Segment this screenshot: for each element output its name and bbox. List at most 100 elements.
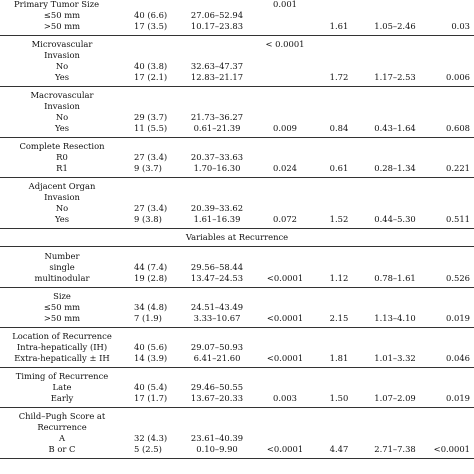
hazard-ratio-ci: 2.71–7.38 bbox=[374, 444, 416, 454]
group-label-row: Child–Pugh Score at bbox=[0, 411, 474, 422]
table-row: single 44 (7.4) 29.56–58.44 bbox=[0, 262, 474, 273]
table-row: Yes 11 (5.5) 0.61–21.39 0.009 0.84 0.43–1.64 0… bbox=[0, 123, 474, 134]
hazard-ratio: 4.47 bbox=[329, 444, 349, 454]
group-label-row: Size bbox=[0, 291, 474, 302]
category-label: Intra-hepatically (IH) bbox=[16, 342, 108, 352]
table-row: Intra-hepatically (IH) 40 (5.6) 29.07–50.9… bbox=[0, 342, 474, 353]
category-label: Yes bbox=[54, 214, 70, 224]
category-label: No bbox=[55, 112, 69, 122]
cox-p-value: 0.019 bbox=[446, 393, 470, 403]
row-divider bbox=[0, 367, 474, 368]
table-row: multinodular 19 (2.8) 13.47–24.53 <0.0001 1.… bbox=[0, 273, 474, 284]
group-label: Timing of Recurrence bbox=[15, 371, 109, 381]
table-row: >50 mm 17 (3.5) 10.17–23.83 1.61 1.05–2.46 0.… bbox=[0, 21, 474, 32]
group-label: Number bbox=[44, 251, 80, 261]
group-p-value: 0.001 bbox=[273, 0, 297, 9]
group-label-row: Primary Tumor Size 0.001 bbox=[0, 0, 474, 10]
table-row: Late 40 (5.4) 29.46–50.55 bbox=[0, 382, 474, 393]
category-label: Yes bbox=[54, 123, 70, 133]
group-label-row: Invasion bbox=[0, 50, 474, 61]
log-rank-p-value: <0.0001 bbox=[266, 353, 304, 363]
category-label: R1 bbox=[56, 163, 68, 173]
log-rank-p-value: 0.009 bbox=[273, 123, 297, 133]
group-label: Microvascular bbox=[31, 39, 93, 49]
events-count: 44 (7.4) bbox=[134, 262, 168, 272]
events-count: 17 (1.7) bbox=[134, 393, 168, 403]
hazard-ratio-ci: 1.01–3.32 bbox=[374, 353, 416, 363]
hazard-ratio-ci: 1.13–4.10 bbox=[374, 313, 416, 323]
group-label-row: Invasion bbox=[0, 192, 474, 203]
confidence-interval: 29.07–50.93 bbox=[190, 342, 244, 352]
hazard-ratio-ci: 1.17–2.53 bbox=[374, 72, 416, 82]
table-row: Yes 9 (3.8) 1.61–16.39 0.072 1.52 0.44–5.30 0.… bbox=[0, 214, 474, 225]
events-count: 34 (4.8) bbox=[134, 302, 168, 312]
category-label: single bbox=[49, 262, 75, 272]
cox-p-value: 0.526 bbox=[446, 273, 470, 283]
confidence-interval: 6.41–21.60 bbox=[193, 353, 241, 363]
events-count: 29 (3.7) bbox=[134, 112, 168, 122]
cox-p-value: 0.221 bbox=[446, 163, 470, 173]
row-divider bbox=[0, 137, 474, 138]
hazard-ratio-ci: 1.07–2.09 bbox=[374, 393, 416, 403]
group-p-value: < 0.0001 bbox=[265, 39, 305, 49]
log-rank-p-value: <0.0001 bbox=[266, 273, 304, 283]
cox-p-value: 0.03 bbox=[451, 21, 470, 31]
group-label-row: Timing of Recurrence bbox=[0, 371, 474, 382]
confidence-interval: 0.61–21.39 bbox=[193, 123, 241, 133]
hazard-ratio: 1.50 bbox=[329, 393, 349, 403]
section-title: Variables at Recurrence bbox=[185, 232, 289, 242]
hazard-ratio-ci: 1.05–2.46 bbox=[374, 21, 416, 31]
group-label-row: Invasion bbox=[0, 101, 474, 112]
log-rank-p-value: 0.072 bbox=[273, 214, 297, 224]
table-row: ≤50 mm 34 (4.8) 24.51–43.49 bbox=[0, 302, 474, 313]
row-divider bbox=[0, 246, 474, 247]
cox-p-value: 0.046 bbox=[446, 353, 470, 363]
table-row: Early 17 (1.7) 13.67–20.33 0.003 1.50 1.07–2.… bbox=[0, 393, 474, 404]
category-label: No bbox=[55, 61, 69, 71]
confidence-interval: 12.83–21.17 bbox=[190, 72, 244, 82]
category-label: ≤50 mm bbox=[43, 10, 81, 20]
group-label: Size bbox=[53, 291, 71, 301]
confidence-interval: 1.70–16.30 bbox=[193, 163, 241, 173]
hazard-ratio: 0.61 bbox=[329, 163, 349, 173]
group-label: Invasion bbox=[44, 50, 80, 60]
group-label: Complete Resection bbox=[19, 141, 105, 151]
table-row: A 32 (4.3) 23.61–40.39 bbox=[0, 433, 474, 444]
events-count: 27 (3.4) bbox=[134, 152, 168, 162]
category-label: A bbox=[58, 433, 66, 443]
category-label: B or C bbox=[48, 444, 76, 454]
hazard-ratio-ci: 0.44–5.30 bbox=[374, 214, 416, 224]
cox-p-value: <0.0001 bbox=[433, 444, 470, 454]
hazard-ratio: 1.72 bbox=[329, 72, 349, 82]
group-label: Location of Recurrence bbox=[12, 331, 112, 341]
table-row: No 40 (3.8) 32.63–47.37 bbox=[0, 61, 474, 72]
row-divider bbox=[0, 177, 474, 178]
group-label: Child–Pugh Score at bbox=[18, 411, 106, 421]
cox-p-value: 0.511 bbox=[446, 214, 470, 224]
confidence-interval: 3.33–10.67 bbox=[193, 313, 241, 323]
category-label: >50 mm bbox=[43, 21, 81, 31]
confidence-interval: 20.37–33.63 bbox=[190, 152, 244, 162]
row-divider bbox=[0, 458, 474, 459]
confidence-interval: 10.17–23.83 bbox=[190, 21, 244, 31]
group-label-row: Microvascular < 0.0001 bbox=[0, 39, 474, 50]
confidence-interval: 20.39–33.62 bbox=[190, 203, 244, 213]
hazard-ratio: 0.84 bbox=[329, 123, 349, 133]
hazard-ratio: 1.52 bbox=[329, 214, 349, 224]
confidence-interval: 21.73–36.27 bbox=[190, 112, 244, 122]
group-label: Macrovascular bbox=[30, 90, 94, 100]
confidence-interval: 29.56–58.44 bbox=[190, 262, 244, 272]
row-divider bbox=[0, 86, 474, 87]
group-label: Primary Tumor Size bbox=[14, 0, 100, 9]
events-count: 11 (5.5) bbox=[134, 123, 168, 133]
group-label: Recurrence bbox=[37, 422, 87, 432]
confidence-interval: 29.46–50.55 bbox=[190, 382, 244, 392]
category-label: Late bbox=[52, 382, 72, 392]
log-rank-p-value: 0.003 bbox=[273, 393, 297, 403]
events-count: 7 (1.9) bbox=[134, 313, 162, 323]
events-count: 17 (2.1) bbox=[134, 72, 168, 82]
group-label-row: Complete Resection bbox=[0, 141, 474, 152]
confidence-interval: 24.51–43.49 bbox=[190, 302, 244, 312]
log-rank-p-value: 0.024 bbox=[273, 163, 297, 173]
